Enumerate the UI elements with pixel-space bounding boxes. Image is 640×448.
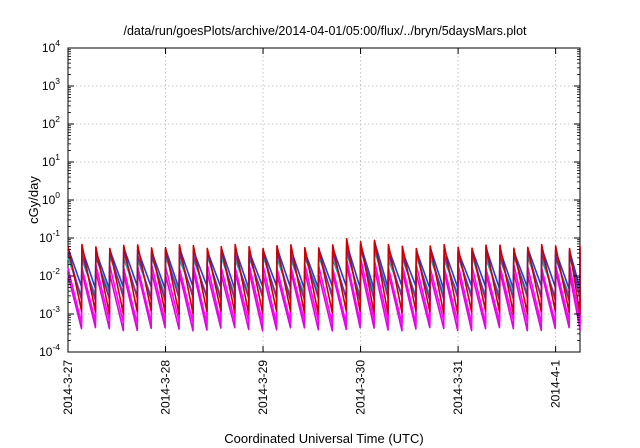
y-tick-label: 10-4: [39, 342, 60, 359]
series-line: [67, 237, 581, 315]
x-tick-label: 2014-3-30: [354, 360, 368, 415]
y-tick-label: 102: [42, 114, 60, 131]
x-tick-label: 2014-3-28: [159, 360, 173, 415]
y-tick-label: 104: [42, 38, 60, 55]
y-tick-label: 10-3: [39, 304, 60, 321]
y-axis-label: cGy/day: [26, 176, 41, 224]
x-axis-label: Coordinated Universal Time (UTC): [224, 431, 423, 446]
x-tick-label: 2014-3-29: [256, 360, 270, 415]
y-tick-label: 100: [42, 190, 60, 207]
x-axis: 2014-3-27 2014-3-28 2014-3-29 2014-3-30 2014…: [61, 48, 563, 415]
y-tick-label: 101: [42, 152, 60, 169]
x-tick-label: 2014-3-27: [61, 360, 75, 415]
series-layer: [67, 237, 581, 332]
grid: [68, 48, 580, 352]
y-tick-label: 103: [42, 76, 60, 93]
y-tick-label: 10-2: [39, 266, 60, 283]
x-tick-label: 2014-4-1: [549, 360, 563, 408]
x-tick-label: 2014-3-31: [451, 360, 465, 415]
y-tick-label: 10-1: [39, 228, 60, 245]
chart-title: /data/run/goesPlots/archive/2014-04-01/0…: [123, 24, 527, 38]
y-axis: 10-4 10-3 10-2 10-1 100 101 102 103 104: [39, 38, 580, 359]
